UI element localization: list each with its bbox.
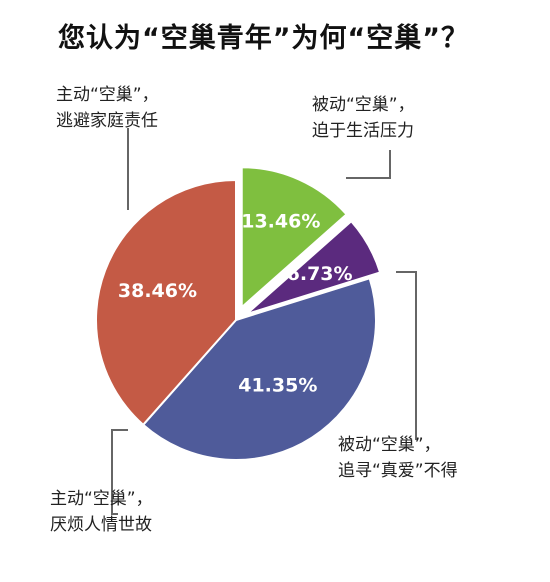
chart-title: 您认为“空巢青年”为何“空巢”？ <box>58 23 469 54</box>
leader-line-passive-love <box>396 271 417 440</box>
annotation-active-social: 主动“空巢”， 厌烦人情世故 <box>50 486 153 538</box>
data-label-active-social: 41.35% <box>238 375 317 397</box>
annotation-passive-love-line2: 追寻“真爱”不得 <box>338 461 458 481</box>
pie-slice-active-family <box>95 178 237 427</box>
annotation-passive-love-line1: 被动“空巢”， <box>338 435 441 455</box>
annotation-passive-pressure: 被动“空巢”， 迫于生活压力 <box>312 92 415 144</box>
annotation-active-family: 主动“空巢”， 逃避家庭责任 <box>56 82 159 134</box>
data-label-passive-love: 6.73% <box>287 263 353 285</box>
annotation-active-family-line1: 主动“空巢”， <box>56 85 159 105</box>
data-label-active-family: 38.46% <box>118 280 197 302</box>
pie-slice-passive-love <box>245 219 382 316</box>
leader-line-active-social <box>111 429 128 515</box>
annotation-passive-pressure-line2: 迫于生活压力 <box>312 121 414 141</box>
annotation-passive-love: 被动“空巢”， 追寻“真爱”不得 <box>338 432 458 484</box>
pie-slice-active-social <box>141 277 377 461</box>
annotation-active-family-line2: 逃避家庭责任 <box>56 111 158 131</box>
annotation-active-social-line1: 主动“空巢”， <box>50 489 153 509</box>
annotation-passive-pressure-line1: 被动“空巢”， <box>312 95 415 115</box>
data-label-passive-pressure: 13.46% <box>241 210 320 232</box>
pie-slice-passive-pressure <box>240 166 348 310</box>
leader-line-passive-pressure <box>346 150 391 179</box>
annotation-active-social-line2: 厌烦人情世故 <box>50 515 152 535</box>
